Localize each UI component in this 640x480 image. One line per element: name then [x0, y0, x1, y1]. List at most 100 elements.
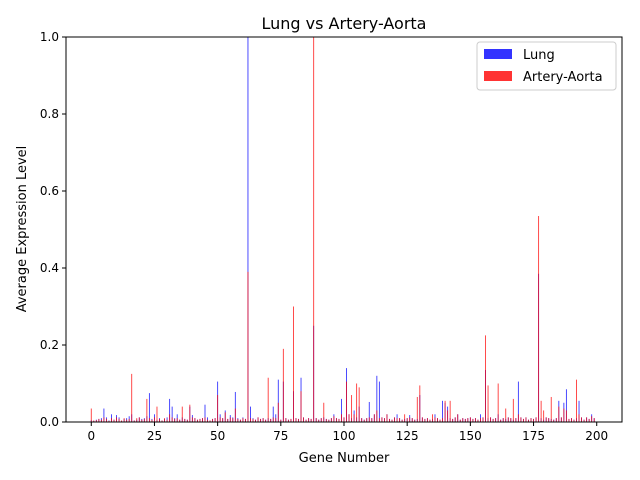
bar-artery-aorta-150 — [469, 417, 471, 422]
bar-artery-aorta-116 — [383, 418, 385, 422]
bar-artery-aorta-181 — [548, 418, 550, 422]
bar-artery-aorta-184 — [555, 418, 557, 422]
bar-artery-aorta-60 — [242, 418, 244, 422]
bar-artery-aorta-133 — [426, 418, 428, 422]
bar-artery-aorta-109 — [366, 418, 368, 422]
bar-artery-aorta-52 — [222, 418, 224, 422]
bar-artery-aorta-17 — [133, 420, 135, 422]
bar-artery-aorta-193 — [578, 414, 580, 422]
bar-artery-aorta-48 — [212, 418, 214, 422]
bar-artery-aorta-61 — [244, 418, 246, 422]
bar-artery-aorta-69 — [265, 419, 267, 422]
bar-artery-aorta-99 — [341, 414, 342, 422]
bar-artery-aorta-186 — [560, 417, 562, 422]
bar-artery-aorta-179 — [543, 410, 545, 422]
x-axis: 0 25 50 75 100 125 150 175 200 — [87, 422, 608, 443]
legend-swatch-artery-aorta — [484, 71, 512, 81]
bar-artery-aorta-38 — [186, 419, 188, 422]
bar-artery-aorta-106 — [358, 387, 360, 422]
bar-artery-aorta-18 — [136, 418, 138, 422]
bar-artery-aorta-176 — [535, 417, 537, 422]
bar-artery-aorta-165 — [507, 417, 509, 422]
bar-artery-aorta-85 — [305, 419, 307, 422]
bar-artery-aorta-168 — [515, 418, 517, 422]
series-artery-aorta — [90, 37, 595, 423]
legend-label-artery-aorta: Artery-Aorta — [523, 70, 603, 85]
bar-artery-aorta-68 — [262, 418, 264, 422]
legend-label-lung: Lung — [523, 48, 555, 63]
bar-artery-aorta-80 — [293, 306, 294, 422]
bar-artery-aorta-5 — [103, 417, 105, 422]
bar-artery-aorta-97 — [335, 418, 337, 422]
bar-artery-aorta-72 — [272, 417, 274, 422]
bar-artery-aorta-28 — [161, 420, 163, 422]
bar-artery-aorta-145 — [457, 414, 459, 422]
bar-artery-aorta-36 — [181, 406, 183, 422]
bar-artery-aorta-125 — [406, 418, 408, 422]
bar-artery-aorta-172 — [525, 417, 527, 422]
bar-artery-aorta-67 — [260, 418, 262, 422]
bar-artery-aorta-138 — [439, 419, 441, 422]
bar-lung-57 — [234, 391, 236, 422]
bar-artery-aorta-182 — [550, 396, 552, 422]
bar-artery-aorta-160 — [495, 418, 497, 422]
bar-artery-aorta-77 — [285, 418, 287, 422]
bar-artery-aorta-31 — [169, 414, 171, 422]
plot-background — [66, 37, 622, 422]
bar-artery-aorta-143 — [452, 418, 454, 422]
bar-artery-aorta-174 — [530, 418, 532, 422]
bar-artery-aorta-58 — [237, 418, 239, 422]
bar-artery-aorta-88 — [313, 37, 315, 422]
bar-lung-32 — [171, 406, 173, 422]
bar-artery-aorta-37 — [184, 418, 186, 422]
bar-artery-aorta-86 — [308, 418, 310, 422]
bar-artery-aorta-89 — [315, 418, 317, 422]
bar-lung-23 — [148, 393, 150, 423]
bar-artery-aorta-54 — [227, 418, 229, 422]
x-tick-label: 50 — [210, 429, 225, 443]
bar-artery-aorta-124 — [404, 414, 406, 422]
bar-artery-aorta-142 — [449, 400, 451, 422]
bar-artery-aorta-146 — [459, 419, 461, 422]
bar-artery-aorta-65 — [255, 419, 256, 422]
bar-artery-aorta-190 — [571, 418, 572, 422]
bar-artery-aorta-32 — [171, 417, 173, 422]
bar-artery-aorta-170 — [520, 417, 522, 422]
bar-artery-aorta-115 — [381, 417, 383, 422]
bar-artery-aorta-147 — [462, 418, 464, 422]
x-tick-label: 25 — [147, 429, 162, 443]
bar-artery-aorta-126 — [409, 417, 411, 422]
bar-artery-aorta-27 — [159, 418, 160, 422]
y-tick-label: 0.4 — [40, 261, 59, 275]
bar-artery-aorta-7 — [108, 420, 110, 422]
y-tick-label: 0.6 — [40, 184, 59, 198]
bar-artery-aorta-92 — [323, 402, 325, 422]
bar-artery-aorta-198 — [591, 416, 593, 422]
bar-artery-aorta-11 — [118, 418, 120, 422]
bar-artery-aorta-83 — [300, 391, 302, 422]
bar-artery-aorta-14 — [126, 419, 128, 422]
bar-artery-aorta-30 — [166, 419, 168, 422]
bar-artery-aorta-96 — [333, 416, 335, 422]
bar-artery-aorta-177 — [538, 216, 540, 422]
bar-lung-139 — [442, 400, 443, 422]
bar-artery-aorta-154 — [480, 418, 481, 422]
bar-lung-193 — [578, 400, 580, 422]
bar-artery-aorta-135 — [432, 414, 433, 422]
bar-lung-5 — [103, 408, 105, 422]
bar-artery-aorta-173 — [528, 419, 529, 422]
x-tick-label: 0 — [87, 429, 95, 443]
x-tick-label: 200 — [585, 429, 608, 443]
bar-artery-aorta-108 — [363, 419, 365, 422]
bar-artery-aorta-123 — [401, 419, 403, 422]
bar-artery-aorta-10 — [116, 417, 117, 422]
bar-artery-aorta-6 — [105, 418, 107, 422]
bar-artery-aorta-164 — [505, 408, 507, 422]
bar-artery-aorta-199 — [593, 418, 595, 422]
bar-artery-aorta-21 — [143, 418, 145, 422]
bar-artery-aorta-24 — [151, 419, 153, 422]
plot-area — [66, 37, 622, 422]
bar-artery-aorta-113 — [376, 410, 378, 422]
bar-artery-aorta-26 — [156, 406, 158, 422]
y-tick-label: 0.2 — [40, 338, 59, 352]
